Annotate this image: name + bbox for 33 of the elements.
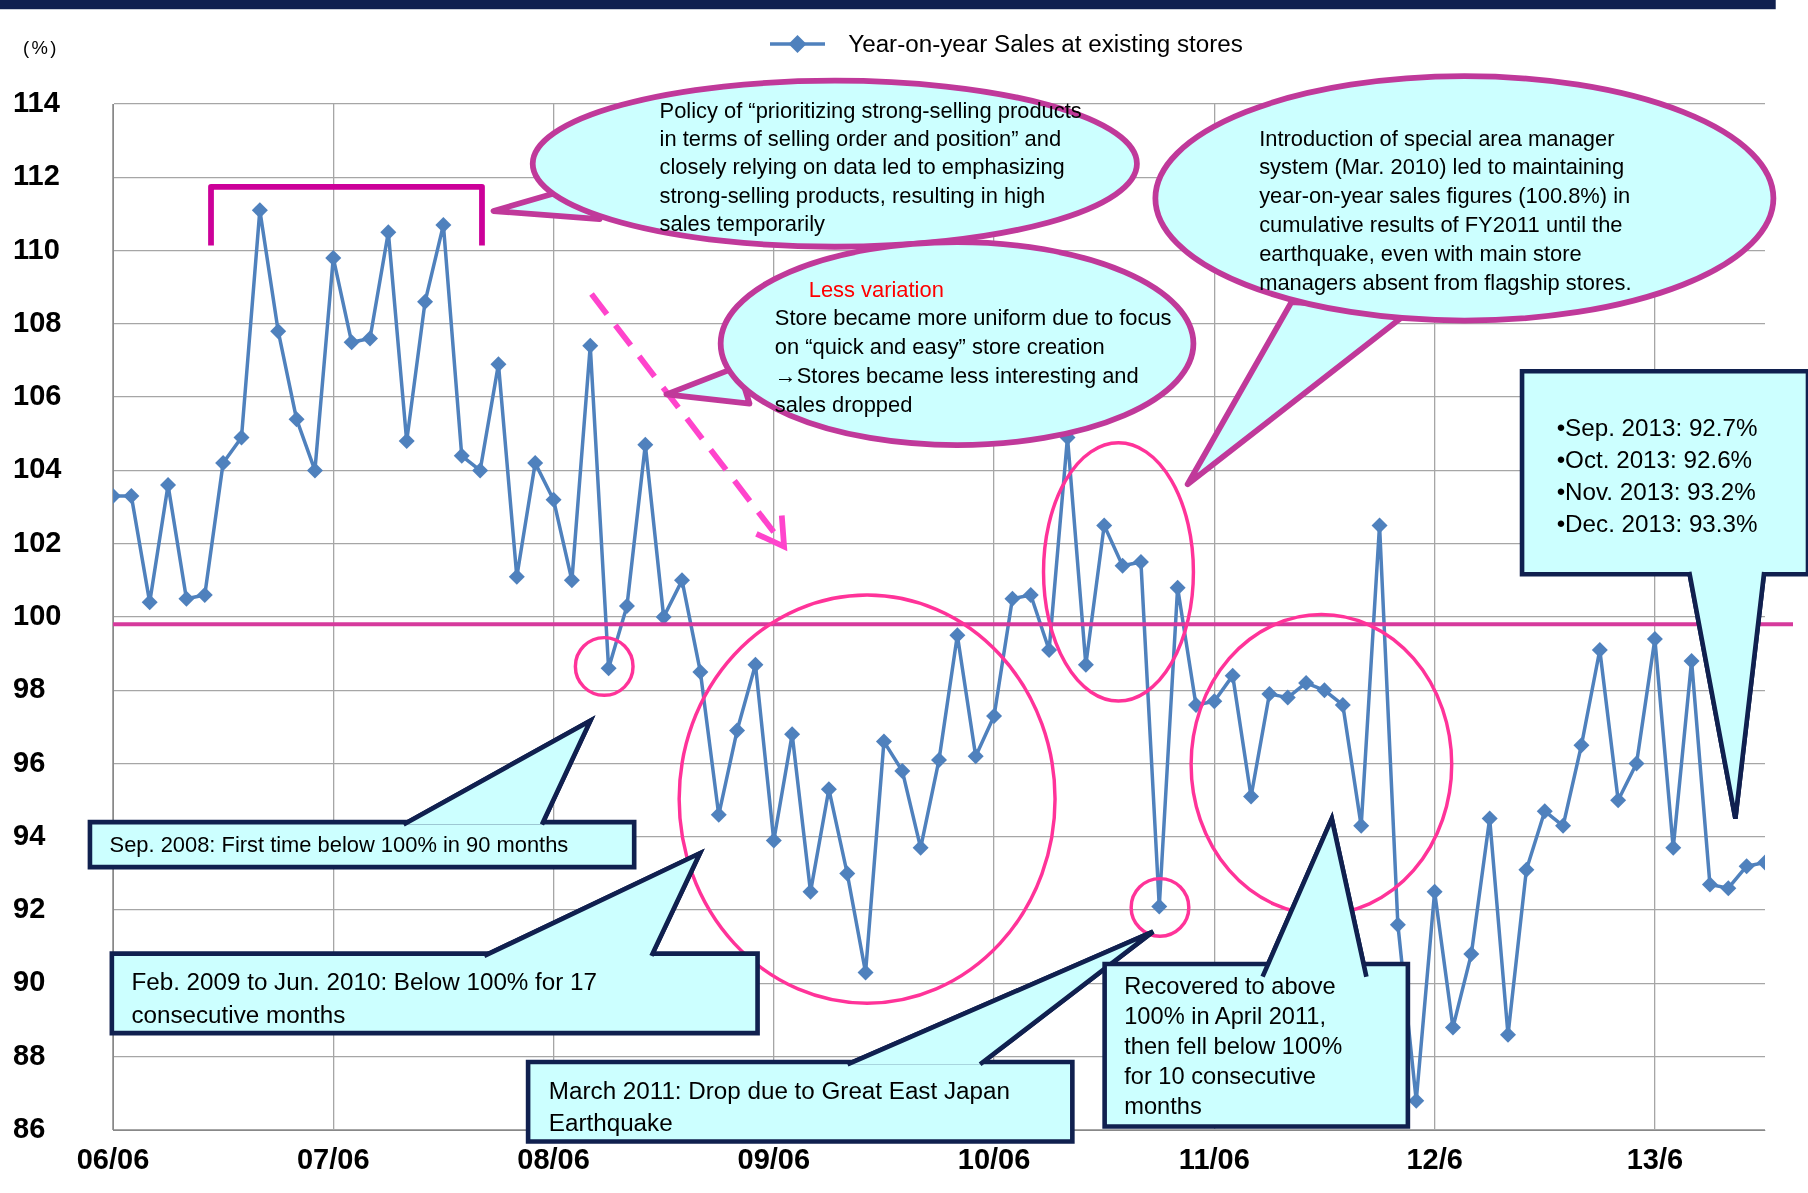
x-tick-label: 11/06	[1178, 1143, 1250, 1176]
y-tick-label: 112	[13, 159, 60, 192]
y-tick-label: 102	[13, 525, 62, 558]
y-axis-title: (%)	[23, 35, 60, 60]
annotation: Sep. 2008: First time below 100% in 90 months	[109, 831, 570, 860]
y-tick-label: 110	[13, 232, 60, 265]
x-tick-label: 06/06	[76, 1143, 150, 1176]
x-tick-label: 12/6	[1406, 1143, 1463, 1176]
x-tick-label: 08/06	[517, 1143, 590, 1176]
annotation: Recovered to above 100% in April 2011, then fell below 100% for 10 consecutive months	[1124, 972, 1344, 1121]
annotation: Feb. 2009 to Jun. 2010: Below 100% for 17 consecutive months	[131, 967, 598, 1030]
annotation: Introduction of special area manager system (Mar. 2010) led to maintaining year-on-year sales figures (100.8%) in cumulative results of FY2011 until the earthquake, even with main store managers absent from flagship stores.	[1259, 124, 1633, 297]
annotation: Less variation	[807, 275, 945, 304]
y-tick-label: 96	[13, 745, 46, 778]
annotation: •Sep. 2013: 92.7% •Oct. 2013: 92.6% •Nov. 2013: 93.2% •Dec. 2013: 93.3%	[1556, 412, 1759, 540]
y-tick-label: 108	[13, 305, 62, 338]
y-tick-label: 94	[13, 818, 46, 851]
x-tick-label: 07/06	[296, 1143, 370, 1176]
annotation: March 2011: Drop due to Great East Japan Earthquake	[548, 1075, 1011, 1138]
y-tick-label: 104	[13, 452, 62, 485]
y-tick-label: 90	[13, 965, 46, 998]
x-tick-label: 13/6	[1626, 1143, 1684, 1176]
y-tick-label: 88	[13, 1038, 46, 1071]
y-tick-label: 114	[13, 86, 60, 118]
x-tick-label: 09/06	[737, 1143, 811, 1176]
annotation: Store became more uniform due to focus on “quick and easy” store creation →Stores became less interesting and sales dropped	[774, 304, 1173, 419]
y-tick-label: 92	[13, 892, 46, 925]
y-tick-label: 98	[13, 672, 46, 705]
legend-label: Year-on-year Sales at existing stores	[848, 29, 1243, 58]
x-tick-label: 10/06	[957, 1143, 1031, 1176]
y-tick-label: 106	[13, 379, 62, 412]
y-tick-label: 100	[13, 599, 62, 631]
y-tick-label: 86	[13, 1112, 46, 1144]
